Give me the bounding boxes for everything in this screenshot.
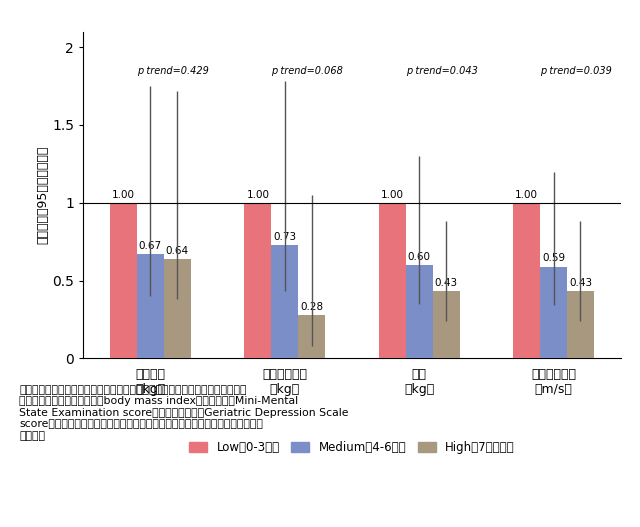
- Text: 0.28: 0.28: [300, 301, 323, 311]
- Text: 1.00: 1.00: [515, 190, 538, 200]
- Text: p trend=0.043: p trend=0.043: [406, 66, 477, 76]
- Bar: [567, 291, 594, 358]
- Bar: [433, 291, 460, 358]
- Text: 0.43: 0.43: [435, 278, 458, 288]
- Text: 0.43: 0.43: [569, 278, 592, 288]
- Bar: [164, 259, 191, 358]
- Text: p trend=0.068: p trend=0.068: [271, 66, 343, 76]
- Bar: [513, 203, 540, 358]
- Y-axis label: オッズ比（95％信頼区間）: オッズ比（95％信頼区間）: [36, 146, 49, 244]
- Text: 0.64: 0.64: [166, 246, 189, 256]
- Bar: [298, 315, 325, 358]
- Bar: [379, 203, 406, 358]
- Text: p trend=0.429: p trend=0.429: [137, 66, 209, 76]
- Text: 1.00: 1.00: [112, 190, 135, 200]
- Legend: Low（0-3点）, Medium（4-6点）, High（7点以上）: Low（0-3点）, Medium（4-6点）, High（7点以上）: [184, 436, 520, 458]
- Text: 0.73: 0.73: [273, 232, 296, 242]
- Bar: [540, 267, 567, 358]
- Bar: [271, 245, 298, 358]
- Text: p trend=0.039: p trend=0.039: [540, 66, 612, 76]
- Bar: [244, 203, 271, 358]
- Text: 0.59: 0.59: [542, 253, 565, 264]
- Bar: [406, 265, 433, 358]
- Bar: [110, 203, 137, 358]
- Bar: [137, 254, 164, 358]
- Text: 1.00: 1.00: [381, 190, 404, 200]
- Text: 0.60: 0.60: [408, 252, 431, 262]
- Text: 0.67: 0.67: [139, 241, 162, 251]
- Text: 1.00: 1.00: [246, 190, 269, 200]
- Text: 調整変数：性、年齢、研究地域、教育年数、居住形態、主観的咀嚼能力、喫煙
習慣、飲酒習慣、運動習慣、body mass index、認知機能（Mini-Menta: 調整変数：性、年齢、研究地域、教育年数、居住形態、主観的咀嚼能力、喫煙 習慣、飲…: [19, 385, 349, 441]
